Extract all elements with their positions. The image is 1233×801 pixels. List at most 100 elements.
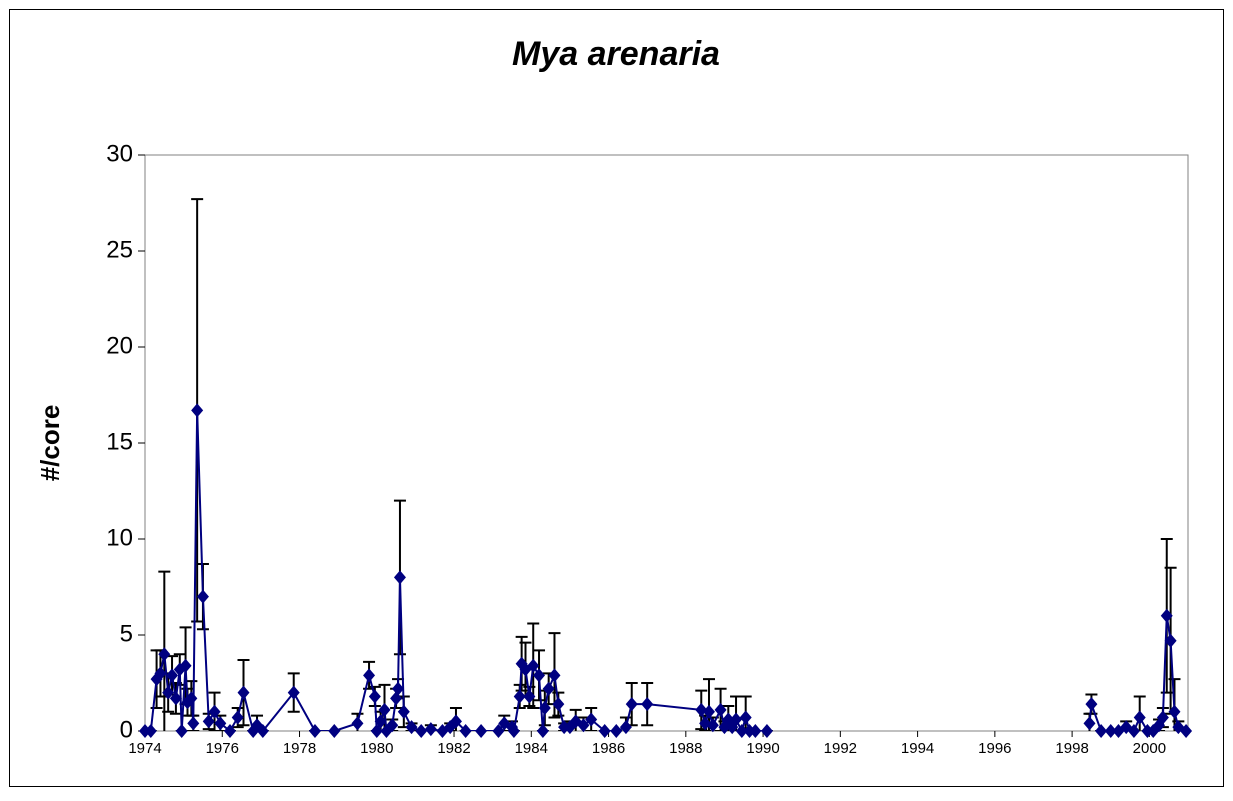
y-tick-label: 0	[120, 716, 133, 743]
data-point	[202, 714, 215, 729]
data-point	[449, 714, 462, 729]
x-tick-label: 1990	[746, 740, 779, 757]
x-tick-label: 1974	[128, 740, 161, 757]
data-point	[1095, 724, 1108, 738]
data-point	[237, 685, 250, 700]
data-point	[374, 714, 387, 729]
data-point	[1168, 704, 1181, 719]
data-point	[706, 718, 719, 733]
y-tick-label: 25	[106, 236, 133, 263]
x-tick-label: 1992	[824, 740, 857, 757]
data-point	[393, 570, 406, 585]
x-tick-label: 1986	[592, 740, 625, 757]
data-point	[1156, 710, 1169, 725]
data-point	[185, 691, 198, 706]
data-point	[760, 724, 773, 738]
data-point	[730, 712, 743, 727]
y-tick-label: 15	[106, 428, 133, 455]
data-point	[1083, 716, 1096, 731]
y-tick-label: 20	[106, 332, 133, 359]
y-tick-label: 5	[120, 620, 133, 647]
data-point	[475, 724, 488, 738]
data-point	[702, 704, 715, 719]
data-point	[536, 724, 549, 738]
data-point	[405, 720, 418, 735]
x-tick-label: 1982	[437, 740, 470, 757]
data-point	[749, 724, 762, 738]
data-point	[714, 702, 727, 717]
data-point	[169, 691, 182, 706]
x-tick-label: 1988	[669, 740, 702, 757]
x-tick-label: 1996	[978, 740, 1011, 757]
data-point	[625, 697, 638, 712]
data-point	[1133, 710, 1146, 725]
data-point	[351, 716, 364, 731]
data-point	[370, 724, 383, 738]
data-point	[144, 724, 157, 738]
data-point	[619, 720, 632, 735]
data-point	[1127, 724, 1140, 738]
data-point	[1160, 608, 1173, 623]
data-point	[256, 724, 269, 738]
data-point	[287, 685, 300, 700]
data-point	[424, 722, 437, 737]
data-point	[154, 666, 167, 681]
x-tick-label: 1978	[283, 740, 316, 757]
data-point	[739, 710, 752, 725]
data-point	[641, 697, 654, 712]
chart-border	[9, 9, 1224, 787]
data-point	[523, 689, 536, 704]
data-point	[610, 724, 623, 738]
y-tick-label: 10	[106, 524, 133, 551]
data-point	[542, 681, 555, 696]
data-point	[386, 718, 399, 733]
data-point	[492, 724, 505, 738]
x-tick-label: 1998	[1055, 740, 1088, 757]
data-point	[179, 658, 192, 673]
data-point	[328, 724, 341, 738]
data-point	[191, 403, 204, 418]
y-tick-label: 30	[106, 140, 133, 167]
data-point	[368, 689, 381, 704]
data-point	[415, 724, 428, 738]
data-point	[1180, 724, 1193, 738]
data-point	[208, 704, 221, 719]
y-axis-label: #/core	[35, 405, 65, 482]
data-point	[533, 668, 546, 683]
chart-title: Mya arenaria	[512, 35, 720, 73]
data-point	[513, 689, 526, 704]
data-point	[158, 647, 171, 662]
data-point	[1085, 697, 1098, 712]
data-point	[378, 702, 391, 717]
data-point	[308, 724, 321, 738]
data-point	[598, 724, 611, 738]
data-point	[695, 702, 708, 717]
data-point	[1104, 724, 1117, 738]
data-point	[585, 712, 598, 727]
data-point	[223, 724, 236, 738]
data-point	[527, 658, 540, 673]
data-point	[577, 718, 590, 733]
data-point	[214, 716, 227, 731]
data-point	[397, 704, 410, 719]
data-point	[231, 710, 244, 725]
x-tick-label: 2000	[1133, 740, 1166, 757]
x-tick-label: 1980	[360, 740, 393, 757]
data-point	[459, 724, 472, 738]
data-point	[1164, 633, 1177, 648]
data-point	[699, 716, 712, 731]
data-point	[507, 724, 520, 738]
data-point	[166, 668, 179, 683]
data-point	[196, 589, 209, 604]
data-point	[187, 716, 200, 731]
x-tick-label: 1984	[515, 740, 548, 757]
data-point	[552, 697, 565, 712]
data-point	[162, 685, 175, 700]
x-tick-label: 1976	[206, 740, 239, 757]
data-point	[392, 681, 405, 696]
data-point	[363, 668, 376, 683]
x-tick-label: 1994	[901, 740, 934, 757]
data-point	[390, 691, 403, 706]
data-point	[175, 724, 188, 738]
